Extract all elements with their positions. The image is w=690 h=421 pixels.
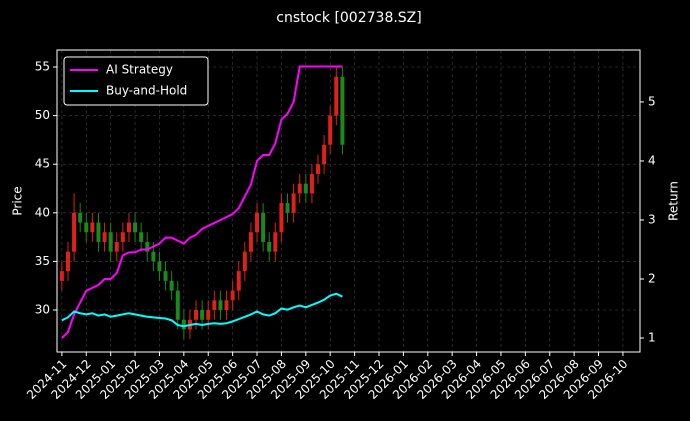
candle-body	[133, 222, 138, 233]
candle-body	[297, 183, 302, 194]
candle-body	[303, 183, 308, 194]
candle-body	[151, 251, 156, 262]
candle-body	[194, 310, 199, 320]
candle-body	[175, 290, 180, 320]
y2-tick-label: 5	[648, 94, 656, 108]
y2-tick-label: 1	[648, 331, 656, 345]
candle-body	[212, 300, 217, 311]
candle-body	[59, 271, 64, 281]
candle-body	[181, 319, 186, 330]
y-tick-label: 30	[35, 303, 50, 317]
candle-body	[102, 232, 107, 242]
candle-body	[273, 232, 278, 252]
candle-body	[267, 241, 272, 252]
plot-frame	[56, 49, 641, 353]
candle-body	[340, 76, 345, 145]
candle-body	[285, 203, 290, 213]
candle-body	[84, 222, 89, 233]
candle-body	[248, 232, 253, 252]
candle-body	[328, 115, 333, 145]
candle-body	[120, 232, 125, 242]
series-line	[61, 65, 343, 339]
candle-body	[206, 310, 211, 320]
legend-box	[63, 56, 209, 106]
candle-body	[126, 222, 131, 233]
candle-body	[242, 251, 247, 272]
candle-body	[334, 76, 339, 116]
candle-body	[78, 212, 83, 223]
candle-body	[163, 271, 168, 281]
candle-body	[322, 144, 327, 165]
candle-body	[316, 164, 321, 174]
candle-body	[108, 232, 113, 252]
candle-body	[169, 280, 174, 291]
y2-tick-label: 4	[648, 153, 656, 167]
candle-body	[157, 261, 162, 272]
y-tick-label: 45	[35, 157, 50, 171]
legend-label: AI Strategy	[106, 63, 173, 77]
legend: AI Strategy Buy-and-Hold	[63, 56, 209, 106]
candle-body	[114, 241, 119, 252]
candle-body	[90, 222, 95, 233]
candle-body	[145, 241, 150, 252]
series-line	[61, 292, 343, 328]
y-tick-label: 40	[35, 205, 50, 219]
y2-tick-label: 3	[648, 212, 656, 226]
candle-body	[224, 300, 229, 311]
candle-body	[96, 222, 101, 242]
candle-body	[236, 271, 241, 291]
y2-tick-label: 2	[648, 271, 656, 285]
chart-title: cnstock [002738.SZ]	[276, 10, 421, 26]
legend-label: Buy-and-Hold	[106, 84, 187, 98]
y-tick-label: 55	[35, 60, 50, 74]
candle-body	[261, 212, 266, 242]
y-axis-label: Price	[11, 186, 25, 215]
candle-body	[218, 300, 223, 311]
candle-body	[309, 173, 314, 194]
candle-body	[72, 212, 77, 252]
y-tick-label: 35	[35, 254, 50, 268]
y2-axis-label: Return	[667, 181, 681, 221]
candle-body	[230, 290, 235, 301]
candle-body	[255, 212, 260, 233]
candle-body	[65, 251, 70, 272]
candle-body	[279, 203, 284, 233]
candle-body	[200, 310, 205, 320]
y-tick-label: 50	[35, 108, 50, 122]
candle-body	[291, 193, 296, 213]
candle-body	[139, 232, 144, 242]
